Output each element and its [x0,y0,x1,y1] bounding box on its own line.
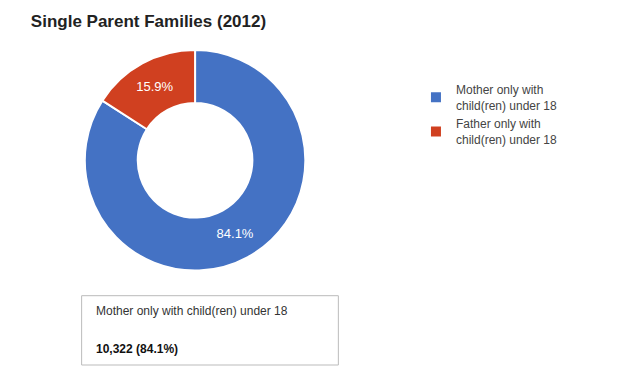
svg-text:Single Parent Families (2012): Single Parent Families (2012) [31,12,266,31]
svg-text:Mother only withchild(ren) und: Mother only withchild(ren) under 18 [456,83,557,113]
svg-text:Mother only with child(ren) un: Mother only with child(ren) under 18 [96,304,288,318]
svg-text:15.9%: 15.9% [136,79,173,94]
svg-text:84.1%: 84.1% [217,226,254,241]
svg-text:10,322 (84.1%): 10,322 (84.1%) [96,342,178,356]
svg-text:Father only withchild(ren) und: Father only withchild(ren) under 18 [456,117,557,147]
